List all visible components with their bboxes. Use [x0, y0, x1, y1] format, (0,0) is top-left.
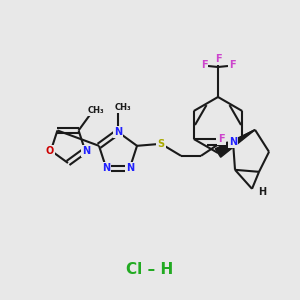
- Text: CH₃: CH₃: [115, 103, 131, 112]
- Text: S: S: [158, 139, 165, 149]
- Text: N: N: [102, 163, 110, 173]
- Text: F: F: [201, 60, 207, 70]
- Text: CH₃: CH₃: [87, 106, 104, 115]
- Text: N: N: [229, 137, 237, 147]
- Text: Cl – H: Cl – H: [126, 262, 174, 278]
- Text: N: N: [114, 127, 122, 137]
- Text: F: F: [229, 60, 235, 70]
- Text: N: N: [126, 163, 134, 173]
- Text: H: H: [258, 187, 266, 197]
- Polygon shape: [215, 130, 255, 157]
- Text: O: O: [46, 146, 54, 156]
- Text: F: F: [215, 54, 221, 64]
- Text: N: N: [82, 146, 90, 156]
- Text: F: F: [218, 134, 225, 144]
